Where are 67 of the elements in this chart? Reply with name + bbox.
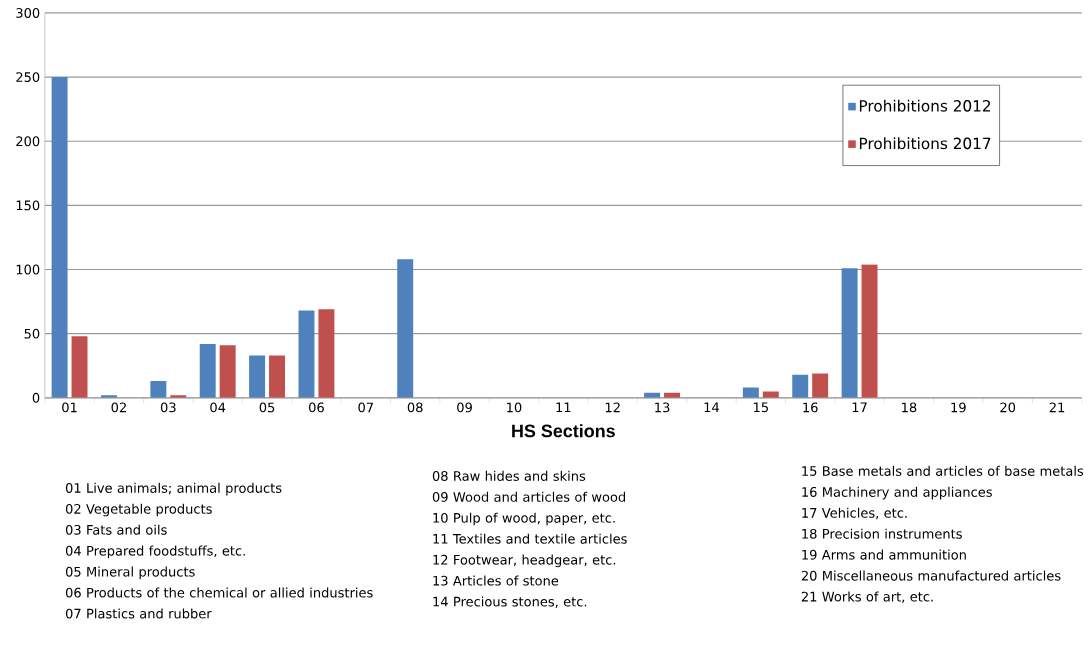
bar (219, 345, 236, 398)
x-tick-label: 09 (457, 402, 472, 413)
x-tick-label: 15 (753, 402, 768, 413)
text: 06 Products of the chemical or allied industries (65, 587, 373, 598)
x-tick-label: 08 (407, 402, 423, 413)
x-tick-label: 12 (605, 402, 620, 413)
text: 14 Precious stones, etc. (433, 596, 587, 608)
text: 19 Arms and ammunition (802, 549, 966, 560)
bar (249, 355, 266, 398)
x-tick-label: 19 (951, 402, 966, 413)
text: 01 Live animals; animal products (65, 482, 282, 496)
y-tick-label: 0 (32, 392, 40, 403)
text: 09 Wood and articles of wood (432, 491, 626, 502)
x-tick-label: 18 (902, 402, 917, 413)
x-tick-label: 21 (1049, 402, 1065, 413)
text: 10 Pulp of wood, paper, etc. (433, 512, 615, 526)
x-tick-label: 04 (210, 402, 226, 413)
bar (199, 343, 216, 398)
text: 17 Vehicles, etc. (802, 507, 907, 520)
text: 05 Mineral products (65, 566, 195, 580)
text: 07 Plastics and rubber (65, 608, 212, 619)
y-tick-label: 200 (16, 136, 40, 147)
bar (150, 381, 167, 398)
text: 12 Footwear, headgear, etc. (433, 554, 616, 568)
legend-label: Prohibitions 2012 (859, 99, 991, 112)
bar (792, 374, 809, 398)
text: 21 Works of art, etc. (801, 591, 933, 603)
x-tick-label: 20 (1000, 402, 1016, 413)
x-axis-title: HS Sections (512, 424, 615, 438)
x-tick-label: 06 (309, 402, 324, 413)
text: 15 Base metals and articles of base metals (802, 465, 1084, 476)
bar (841, 268, 858, 398)
bar (269, 355, 286, 398)
text: 13 Articles of stone (433, 575, 559, 586)
bar (318, 309, 335, 398)
x-tick-label: 05 (259, 402, 275, 413)
text: 18 Precision instruments (802, 528, 962, 539)
bar (812, 373, 829, 398)
x-tick-label: 14 (704, 402, 719, 412)
x-tick-label: 17 (852, 402, 867, 412)
text: 02 Vegetable products (65, 503, 212, 517)
x-tick-label: 10 (507, 402, 522, 413)
bar (762, 391, 779, 398)
bar (397, 259, 414, 398)
x-tick-label: 02 (111, 402, 126, 413)
y-tick-label: 100 (16, 264, 40, 275)
x-tick-label: 16 (803, 402, 818, 413)
x-tick-label: 01 (62, 402, 77, 413)
x-tick-label: 07 (358, 402, 373, 413)
x-tick-label: 11 (556, 402, 571, 412)
y-tick-label: 50 (24, 328, 40, 339)
legend-label: Prohibitions 2017 (859, 137, 991, 150)
text: 11 Textiles and textile articles (433, 533, 627, 544)
y-tick-label: 150 (16, 200, 40, 211)
bar (298, 310, 315, 398)
x-tick-label: 13 (655, 402, 670, 413)
text: 20 Miscellaneous manufactured articles (801, 570, 1061, 581)
bar (861, 264, 878, 398)
text: 03 Fats and oils (65, 524, 167, 535)
x-tick-label: 03 (160, 402, 176, 413)
text: 04 Prepared foodstuffs, etc. (65, 545, 245, 559)
y-tick-label: 300 (16, 8, 40, 18)
text: 16 Machinery and appliances (802, 486, 992, 500)
y-tick-label: 250 (16, 72, 40, 83)
text: 08 Raw hides and skins (432, 470, 586, 481)
bar (71, 336, 88, 398)
bar (51, 77, 68, 398)
